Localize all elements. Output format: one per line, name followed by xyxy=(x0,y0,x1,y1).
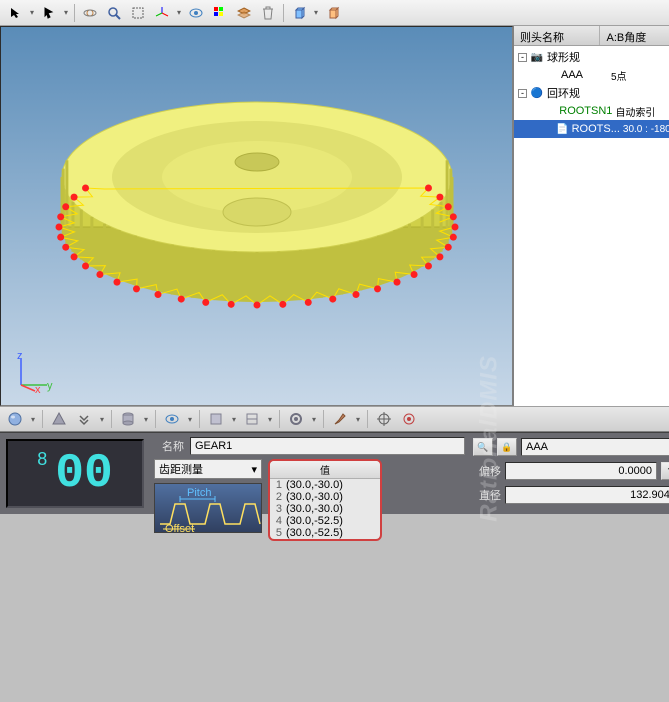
cube2-tool[interactable] xyxy=(322,2,344,24)
value-row[interactable]: 1(30.0,-30.0) xyxy=(270,479,380,491)
small-digit: 8 xyxy=(37,449,47,470)
side-panel: 则头名称 A:B角度 -📷球形规AAA5点-🔵回环规ROOTSN1自动索引📄RO… xyxy=(513,26,669,406)
dd2[interactable]: ▾ xyxy=(62,8,70,17)
cdd4[interactable]: ▾ xyxy=(186,415,194,424)
svg-text:Offset: Offset xyxy=(165,523,194,533)
pointer-tool[interactable] xyxy=(38,2,60,24)
cdd5[interactable]: ▾ xyxy=(230,415,238,424)
cursor-tool[interactable] xyxy=(4,2,26,24)
control-bar: ▾ ▾ ▾ ▾ ▾ ▾ ▾ ▾ xyxy=(0,406,669,432)
tree-node[interactable]: -🔵回环规 xyxy=(514,84,669,102)
offset-spin[interactable]: ⇅ xyxy=(661,462,669,480)
sphere-btn[interactable] xyxy=(4,408,26,430)
axis-triad: z y x xyxy=(13,353,53,393)
value-row[interactable]: 2(30.0,-30.0) xyxy=(270,491,380,503)
svg-text:x: x xyxy=(35,384,41,393)
diameter-input[interactable] xyxy=(505,486,669,504)
layers-tool[interactable] xyxy=(233,2,255,24)
svg-text:Pitch: Pitch xyxy=(187,487,211,499)
value-list[interactable]: 值 1(30.0,-30.0)2(30.0,-30.0)3(30.0,-30.0… xyxy=(268,459,382,541)
offset-input[interactable] xyxy=(505,462,657,480)
measure-dropdown[interactable]: 齿距测量▾ xyxy=(154,459,262,479)
tree-node[interactable]: ROOTSN1自动索引 xyxy=(514,102,669,120)
value-header: 值 xyxy=(270,461,380,479)
value-row[interactable]: 4(30.0,-52.5) xyxy=(270,515,380,527)
cdd1[interactable]: ▾ xyxy=(29,415,37,424)
pitch-preview: Pitch Offset xyxy=(154,483,262,533)
box1-btn[interactable] xyxy=(205,408,227,430)
chevron-btn[interactable] xyxy=(73,408,95,430)
col-name: 则头名称 xyxy=(514,26,600,45)
target2-btn[interactable] xyxy=(398,408,420,430)
value-row[interactable]: 5(30.0,-52.5) xyxy=(270,527,380,539)
tree-node[interactable]: 📄ROOTS...30.0 : -180... xyxy=(514,120,669,138)
cone-btn[interactable] xyxy=(48,408,70,430)
side-panel-header: 则头名称 A:B角度 xyxy=(514,26,669,46)
cdd7[interactable]: ▾ xyxy=(310,415,318,424)
svg-text:z: z xyxy=(17,353,23,362)
gear-model xyxy=(37,62,477,342)
cube1-tool[interactable] xyxy=(288,2,310,24)
gear-btn[interactable] xyxy=(285,408,307,430)
bottom-panel: 8 00 名称 齿距测量▾ Pitch xyxy=(0,432,669,514)
main-digits: 00 xyxy=(55,447,113,501)
cyl-btn[interactable] xyxy=(117,408,139,430)
eye2-btn[interactable] xyxy=(161,408,183,430)
orbit-tool[interactable] xyxy=(79,2,101,24)
brush-btn[interactable] xyxy=(329,408,351,430)
target1-btn[interactable] xyxy=(373,408,395,430)
name-input[interactable] xyxy=(190,437,465,455)
tree[interactable]: -📷球形规AAA5点-🔵回环规ROOTSN1自动索引📄ROOTS...30.0 … xyxy=(514,46,669,406)
value-row[interactable]: 3(30.0,-30.0) xyxy=(270,503,380,515)
3d-viewport[interactable]: RationalDMIS z y x xyxy=(0,26,513,406)
trash-tool[interactable] xyxy=(257,2,279,24)
dd4[interactable]: ▾ xyxy=(312,8,320,17)
palette-tool[interactable] xyxy=(209,2,231,24)
zoom-tool[interactable] xyxy=(103,2,125,24)
cdd8[interactable]: ▾ xyxy=(354,415,362,424)
aaa-select[interactable]: AAA▾ xyxy=(521,438,669,456)
tree-node[interactable]: -📷球形规 xyxy=(514,48,669,66)
tree-node[interactable]: AAA5点 xyxy=(514,66,669,84)
col-angle: A:B角度 xyxy=(600,26,669,45)
cdd6[interactable]: ▾ xyxy=(266,415,274,424)
select-box-tool[interactable] xyxy=(127,2,149,24)
watermark: RationalDMIS xyxy=(476,355,504,522)
dd1[interactable]: ▾ xyxy=(28,8,36,17)
main-toolbar: ▾ ▾ ▾ ▾ xyxy=(0,0,669,26)
name-label: 名称 xyxy=(154,438,184,454)
cdd3[interactable]: ▾ xyxy=(142,415,150,424)
svg-text:y: y xyxy=(47,380,53,392)
eye-tool[interactable] xyxy=(185,2,207,24)
box2-btn[interactable] xyxy=(241,408,263,430)
cdd2[interactable]: ▾ xyxy=(98,415,106,424)
dd3[interactable]: ▾ xyxy=(175,8,183,17)
axes-tool[interactable] xyxy=(151,2,173,24)
digital-display: 8 00 xyxy=(6,439,144,508)
